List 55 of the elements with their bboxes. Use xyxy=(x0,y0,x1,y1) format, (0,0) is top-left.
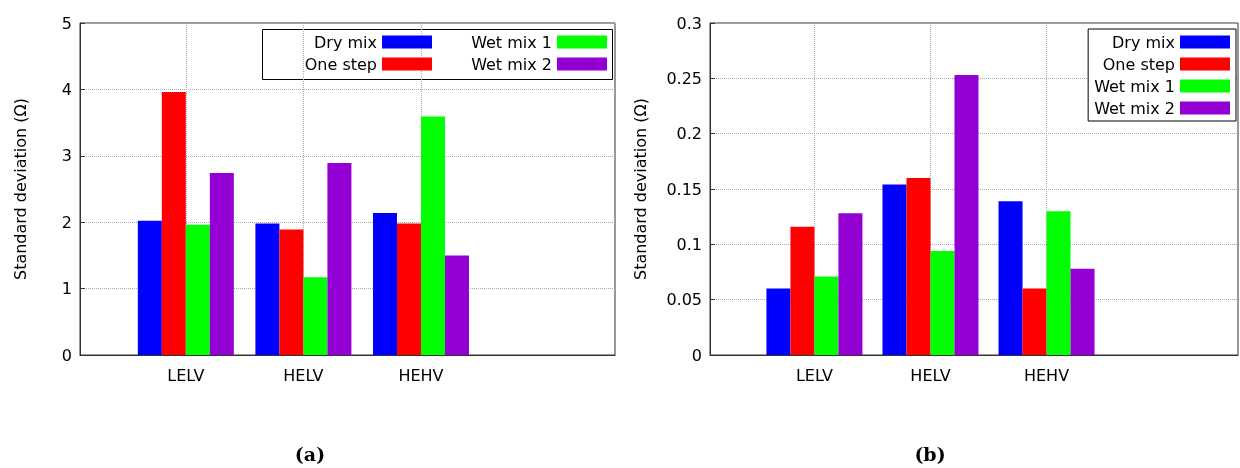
y-tick-label: 1 xyxy=(61,279,72,299)
bar xyxy=(838,213,863,355)
bar xyxy=(185,224,210,355)
legend-label: Wet mix 1 xyxy=(1094,76,1175,96)
y-tick-label: 2 xyxy=(61,212,72,232)
y-axis-title: Standard deviation (Ω) xyxy=(10,97,30,281)
x-tick-label: HELV xyxy=(910,365,951,385)
y-tick-label: 0.15 xyxy=(666,179,702,199)
legend-label: One step xyxy=(304,54,377,74)
bar xyxy=(444,255,469,355)
bar xyxy=(327,163,352,355)
y-tick-label: 5 xyxy=(61,13,72,33)
bar xyxy=(930,250,955,355)
bar xyxy=(1022,288,1047,355)
legend-label: Wet mix 2 xyxy=(1094,98,1175,118)
bar xyxy=(420,116,445,355)
text: (a) xyxy=(294,442,326,465)
y-tick-label: 0 xyxy=(61,345,72,365)
bar xyxy=(814,276,839,355)
legend-label: One step xyxy=(1102,54,1175,74)
y-tick-label: 4 xyxy=(61,79,72,99)
bar xyxy=(396,223,421,355)
bar xyxy=(882,184,907,355)
bar xyxy=(1046,211,1071,355)
y-tick-label: 0.3 xyxy=(676,13,702,33)
bar xyxy=(372,212,397,355)
x-tick-label: HEHV xyxy=(398,365,444,385)
y-tick-label: 0.05 xyxy=(666,290,702,310)
x-tick-label: HEHV xyxy=(1023,365,1070,385)
y-tick-label: 0 xyxy=(691,345,702,365)
y-tick-label: 0.2 xyxy=(676,124,702,144)
bar xyxy=(137,220,162,355)
bar xyxy=(954,75,979,355)
y-tick-label: 3 xyxy=(61,146,72,166)
text: (b) xyxy=(914,442,946,465)
bar xyxy=(906,177,931,355)
legend-label: Wet mix 2 xyxy=(471,54,552,74)
bar xyxy=(303,277,328,355)
legend-label: Dry mix xyxy=(1112,32,1175,52)
x-tick-label: LELV xyxy=(795,365,834,385)
bar xyxy=(279,229,304,355)
bar xyxy=(766,288,791,355)
bar xyxy=(790,226,815,355)
legend-label: Dry mix xyxy=(314,32,377,52)
bar xyxy=(998,201,1023,355)
x-tick-label: LELV xyxy=(167,365,205,385)
x-tick-label: HELV xyxy=(283,365,324,385)
y-tick-label: 0.25 xyxy=(666,68,702,88)
legend-label: Wet mix 1 xyxy=(471,32,552,52)
bar xyxy=(1070,268,1095,355)
bar xyxy=(255,223,280,355)
bar xyxy=(161,92,186,355)
y-tick-label: 0.1 xyxy=(676,234,702,254)
bar xyxy=(209,173,234,355)
y-axis-title: Standard deviation (Ω) xyxy=(630,97,650,281)
